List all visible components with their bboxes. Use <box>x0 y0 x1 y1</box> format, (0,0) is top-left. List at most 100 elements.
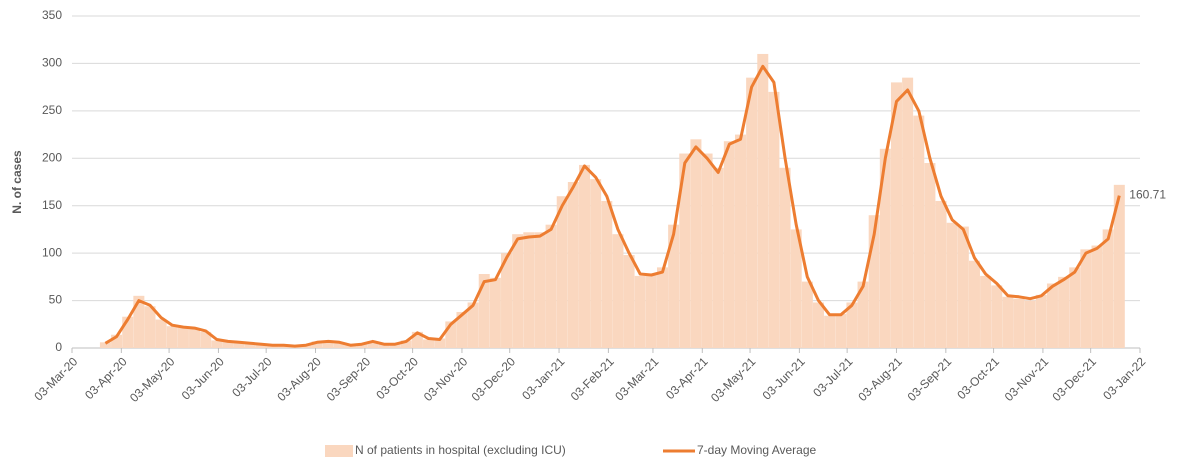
bar <box>133 295 145 348</box>
bar <box>122 316 134 348</box>
bar <box>378 344 390 348</box>
bar <box>1002 296 1014 348</box>
bar <box>523 232 535 348</box>
bar <box>244 343 256 348</box>
bar <box>712 167 724 348</box>
bar <box>99 342 111 348</box>
bar <box>556 196 568 348</box>
bar <box>423 339 435 348</box>
bar <box>824 315 836 348</box>
y-tick-label: 350 <box>42 8 62 22</box>
x-tick-label: 03-Jul-20 <box>229 354 275 400</box>
x-tick-label: 03-Jun-20 <box>179 354 227 402</box>
x-tick-label: 03-Jan-22 <box>1100 354 1148 402</box>
x-tick-label: 03-Mar-21 <box>612 354 661 403</box>
bar <box>890 82 902 349</box>
bar <box>868 215 880 348</box>
bar <box>478 274 490 348</box>
bar <box>734 134 746 348</box>
bar <box>200 331 212 348</box>
bar <box>612 234 624 348</box>
x-tick-label: 03-Dec-20 <box>469 354 519 404</box>
bar <box>501 253 513 348</box>
bar <box>590 179 602 348</box>
bar <box>512 234 524 348</box>
x-tick-label: 03-Jan-21 <box>519 354 567 402</box>
bar <box>1058 276 1070 348</box>
bar <box>534 232 546 348</box>
bar <box>757 53 769 348</box>
bar <box>768 91 780 348</box>
bar <box>1091 245 1103 348</box>
bar <box>322 341 334 348</box>
bar <box>233 342 245 348</box>
bar <box>111 334 123 348</box>
bar <box>957 226 969 348</box>
bar <box>1102 229 1114 348</box>
bar <box>333 343 345 348</box>
x-tick-label: 03-Mar-20 <box>31 354 80 403</box>
bar <box>489 277 501 348</box>
bar <box>1035 294 1047 348</box>
x-tick-label: 03-Aug-20 <box>274 354 324 404</box>
bar <box>255 344 267 348</box>
bar <box>445 321 457 348</box>
x-tick-label: 03-Apr-21 <box>663 354 711 402</box>
y-tick-label: 300 <box>42 56 62 70</box>
x-tick-label: 03-May-20 <box>127 354 178 405</box>
end-label: 160.71 <box>1129 188 1166 202</box>
y-tick-label: 0 <box>55 340 62 354</box>
y-tick-label: 100 <box>42 245 62 259</box>
x-tick-label: 03-Jul-21 <box>810 354 856 400</box>
y-tick-label: 150 <box>42 198 62 212</box>
bar <box>645 274 657 348</box>
bar <box>790 229 802 348</box>
bar <box>311 341 323 348</box>
bar <box>812 302 824 348</box>
bar <box>1113 184 1125 348</box>
bar <box>657 267 669 348</box>
bar <box>835 313 847 348</box>
bar <box>367 341 379 348</box>
x-tick-label: 03-May-21 <box>708 354 759 405</box>
bar <box>679 153 691 348</box>
bar <box>846 302 858 348</box>
bar <box>924 163 936 348</box>
bar <box>801 281 813 348</box>
bar <box>946 222 958 348</box>
bar <box>623 255 635 348</box>
bar <box>166 326 178 348</box>
y-tick-label: 200 <box>42 150 62 164</box>
bar <box>601 200 613 348</box>
legend-label: 7-day Moving Average <box>697 443 817 457</box>
bar <box>434 338 446 348</box>
x-tick-label: 03-Sep-21 <box>905 354 955 404</box>
y-axis-title: N. of cases <box>10 150 24 214</box>
bar <box>968 260 980 348</box>
bar <box>222 341 234 348</box>
bar <box>723 141 735 348</box>
bar <box>211 340 223 348</box>
x-tick-label: 03-Sep-20 <box>324 354 374 404</box>
bar <box>668 224 680 348</box>
moving-average-line <box>104 64 1121 348</box>
bar <box>991 285 1003 348</box>
x-tick-label: 03-Oct-20 <box>373 354 421 402</box>
legend-label: N of patients in hospital (excluding ICU… <box>355 443 566 457</box>
bar <box>779 167 791 348</box>
bar <box>1046 283 1058 348</box>
x-tick-label: 03-Nov-21 <box>1002 354 1052 404</box>
bar <box>467 302 479 348</box>
x-tick-label: 03-Dec-21 <box>1050 354 1100 404</box>
bar <box>579 164 591 348</box>
x-tick-label: 03-Feb-21 <box>568 354 617 403</box>
y-tick-label: 250 <box>42 103 62 117</box>
bar <box>701 153 713 348</box>
bar <box>1069 267 1081 348</box>
x-tick-label: 03-Nov-20 <box>421 354 471 404</box>
bar <box>879 148 891 348</box>
bar <box>545 224 557 348</box>
bar <box>400 340 412 348</box>
